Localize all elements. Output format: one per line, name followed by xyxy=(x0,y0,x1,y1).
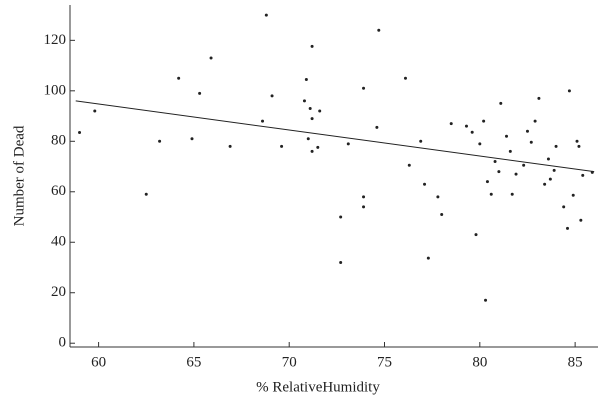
point xyxy=(209,56,213,60)
y-axis-label: Number of Dead xyxy=(11,125,27,226)
point xyxy=(470,130,474,134)
point xyxy=(505,134,509,138)
point xyxy=(449,122,453,126)
point xyxy=(339,215,343,219)
point xyxy=(484,298,488,302)
point xyxy=(362,86,366,90)
point xyxy=(280,144,284,148)
x-tick-label: 75 xyxy=(377,354,392,370)
point xyxy=(562,205,566,209)
point xyxy=(489,192,493,196)
y-tick-label: 60 xyxy=(51,183,66,199)
point xyxy=(508,149,512,153)
point xyxy=(310,44,314,48)
point xyxy=(440,212,444,216)
point xyxy=(306,137,310,141)
y-tick-label: 80 xyxy=(51,133,66,149)
point xyxy=(310,117,314,121)
x-tick-label: 65 xyxy=(186,354,201,370)
point xyxy=(423,182,427,186)
fit-line xyxy=(75,100,595,173)
point xyxy=(485,180,489,184)
x-tick-label: 85 xyxy=(568,354,583,370)
point xyxy=(426,256,430,260)
x-axis-label: % RelativeHumidity xyxy=(256,379,380,395)
point xyxy=(264,13,268,17)
point xyxy=(478,142,482,146)
point xyxy=(78,130,82,134)
point xyxy=(546,157,550,161)
point xyxy=(510,192,514,196)
point xyxy=(362,195,366,199)
y-tick-label: 120 xyxy=(44,32,67,48)
point xyxy=(375,125,379,129)
point xyxy=(377,28,381,32)
point xyxy=(543,182,547,186)
point xyxy=(261,119,265,123)
point xyxy=(499,101,503,105)
point xyxy=(362,205,366,209)
point xyxy=(198,91,202,95)
point xyxy=(419,139,423,143)
point xyxy=(525,129,529,133)
point xyxy=(482,119,486,123)
point xyxy=(552,168,556,172)
y-tick-label: 40 xyxy=(51,234,66,250)
point xyxy=(318,109,322,113)
point xyxy=(403,76,407,80)
point xyxy=(571,193,575,197)
point xyxy=(308,106,312,110)
point xyxy=(575,139,579,143)
point xyxy=(474,233,478,237)
point xyxy=(548,177,552,181)
point xyxy=(537,96,541,100)
point xyxy=(177,76,181,80)
point xyxy=(497,170,501,174)
point xyxy=(316,145,320,149)
point xyxy=(339,260,343,264)
point xyxy=(581,173,585,177)
point xyxy=(228,144,232,148)
point xyxy=(577,144,581,148)
point xyxy=(579,218,583,222)
point xyxy=(436,195,440,199)
x-tick-label: 80 xyxy=(472,354,487,370)
point xyxy=(522,163,526,167)
point xyxy=(93,109,97,113)
point xyxy=(514,172,518,176)
point xyxy=(158,139,162,143)
point xyxy=(270,94,274,98)
y-tick-label: 20 xyxy=(51,284,66,300)
point xyxy=(190,137,194,141)
y-tick-label: 0 xyxy=(59,335,67,351)
y-tick-label: 100 xyxy=(44,82,67,98)
point xyxy=(529,140,533,144)
point xyxy=(464,124,468,128)
point xyxy=(567,89,571,93)
point xyxy=(302,99,306,103)
point xyxy=(566,226,570,230)
x-tick-label: 70 xyxy=(282,354,297,370)
point xyxy=(304,77,308,81)
point xyxy=(144,192,148,196)
x-tick-label: 60 xyxy=(91,354,106,370)
point xyxy=(310,149,314,153)
point xyxy=(407,163,411,167)
point xyxy=(346,142,350,146)
point xyxy=(493,159,497,163)
point xyxy=(533,119,537,123)
point xyxy=(554,144,558,148)
